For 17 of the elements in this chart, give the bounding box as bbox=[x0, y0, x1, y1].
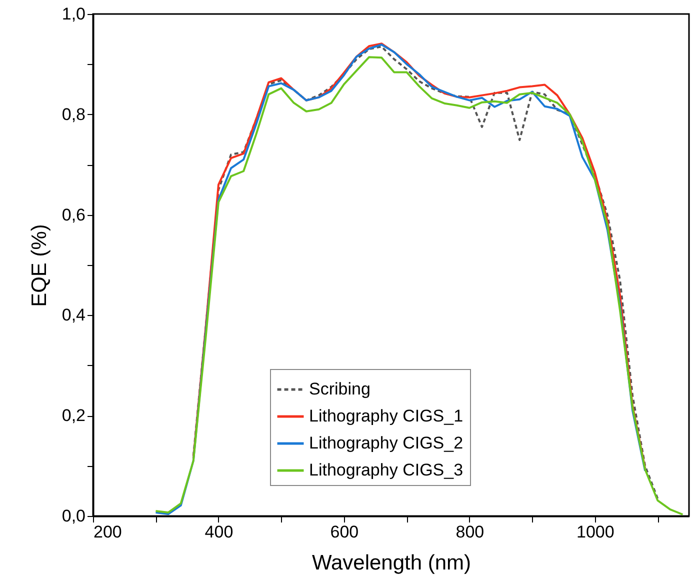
y-tick-label: 0,0 bbox=[62, 506, 86, 526]
x-axis-title: Wavelength (nm) bbox=[312, 552, 472, 574]
x-tick-label: 800 bbox=[456, 522, 484, 542]
y-tick-label: 0,6 bbox=[62, 205, 86, 224]
y-tick-label: 1,0 bbox=[62, 4, 86, 24]
x-tick-label: 200 bbox=[94, 522, 122, 542]
legend-label: Scribing bbox=[309, 380, 370, 398]
y-axis-title: EQE (%) bbox=[28, 224, 51, 307]
x-tick-label: 1000 bbox=[576, 522, 614, 542]
legend-label: Lithography CIGS_1 bbox=[309, 406, 464, 426]
legend-label: Lithography CIGS_3 bbox=[309, 460, 464, 480]
y-tick-label: 0,4 bbox=[62, 306, 86, 325]
x-tick-label: 600 bbox=[330, 522, 359, 542]
legend-label: Lithography CIGS_2 bbox=[309, 434, 464, 452]
y-tick-label: 0,8 bbox=[62, 104, 86, 124]
y-tick-label: 0,2 bbox=[62, 406, 86, 426]
x-tick-label: 400 bbox=[204, 522, 234, 542]
